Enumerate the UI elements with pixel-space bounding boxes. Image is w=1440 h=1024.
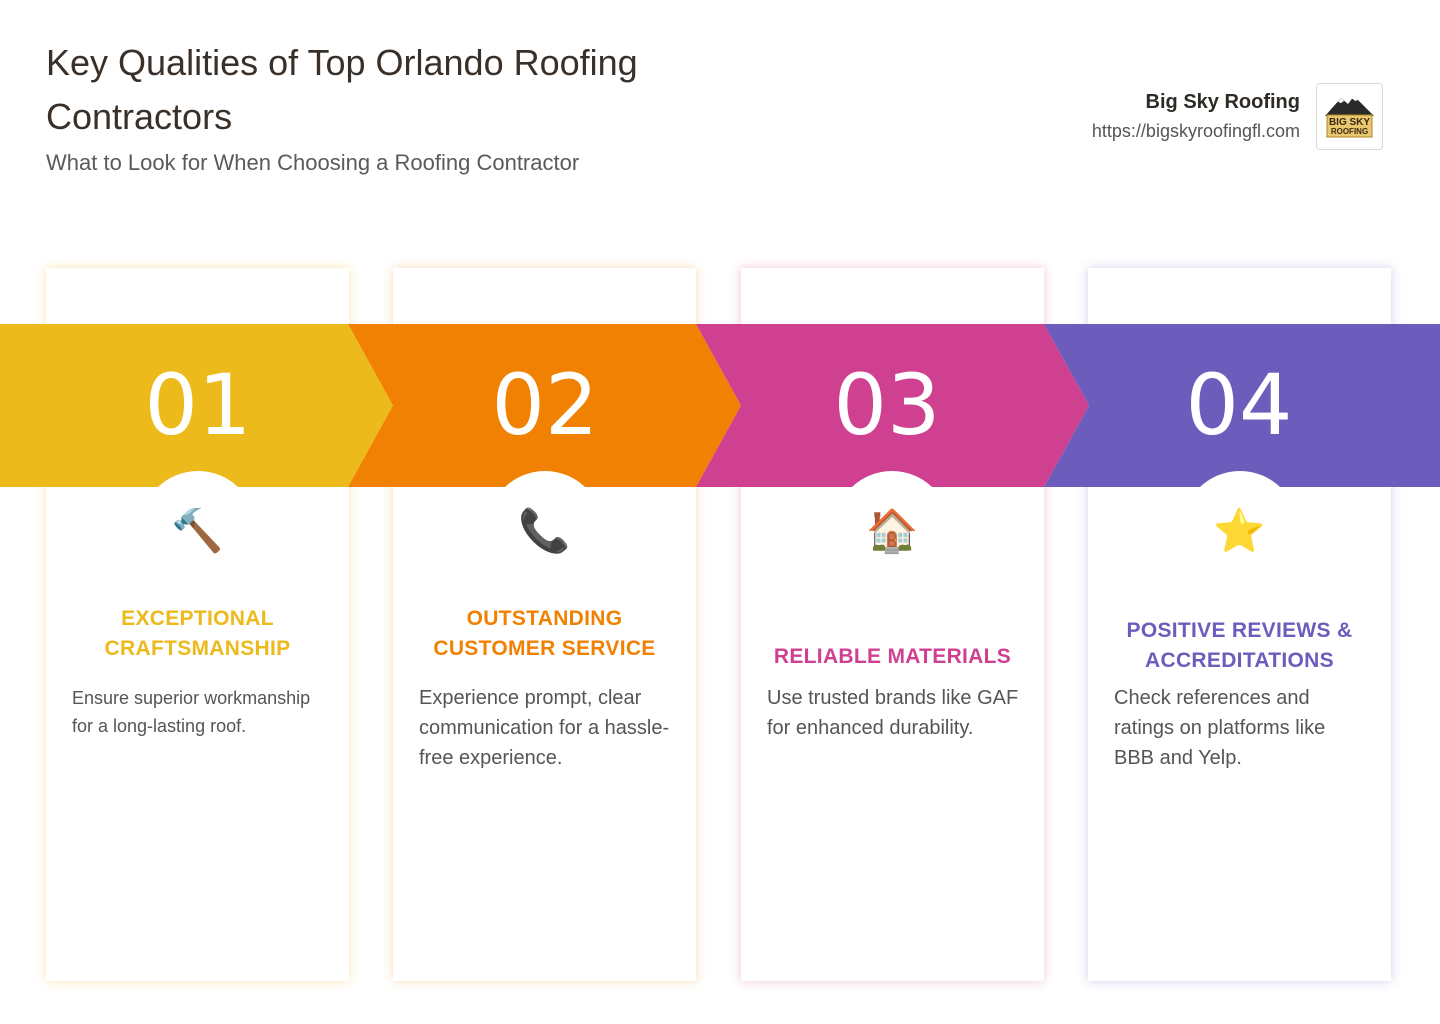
svg-text:ROOFING: ROOFING [1331,127,1368,136]
icon-circle [834,471,951,588]
page-title: Key Qualities of Top Orlando Roofing Con… [46,42,638,137]
arrow-segment-1 [0,324,393,487]
brand-block: Big Sky Roofing https://bigskyroofingfl.… [1092,88,1300,146]
step-description: Experience prompt, clear communication f… [419,687,670,769]
step-heading: RELIABLE MATERIALS [773,645,1012,668]
mountain-logo-icon: BIG SKY ROOFING [1325,96,1374,138]
step-heading: OUTSTANDING CUSTOMER SERVICE [433,607,656,660]
arrow-segment-2 [348,324,741,487]
step-number-2: 02 [491,356,599,454]
svg-text:BIG SKY: BIG SKY [1329,117,1370,128]
brand-logo: BIG SKY ROOFING [1316,83,1383,150]
icon-circle [139,471,256,588]
hammer-icon: 🔨 [171,506,224,555]
icon-circle [486,471,603,588]
star-icon: ⭐ [1213,506,1266,555]
brand-name: Big Sky Roofing [1145,91,1300,113]
icon-circle [1181,471,1298,588]
step-heading: EXCEPTIONAL CRAFTSMANSHIP [104,607,291,660]
arrow-segment-4 [1044,324,1440,487]
step-heading: POSITIVE REVIEWS & ACCREDITATIONS [1126,619,1353,672]
arrow-segment-3 [696,324,1089,487]
step-number-4: 04 [1185,356,1293,454]
step-description: Use trusted brands like GAF for enhanced… [767,687,1019,739]
house-icon: 🏠 [866,506,919,555]
step-description: Check references and ratings on platform… [1114,687,1326,769]
step-number-3: 03 [833,356,941,454]
brand-url[interactable]: https://bigskyroofingfl.com [1091,121,1300,141]
step-description: Ensure superior workmanship for a long-l… [72,688,311,736]
phone-icon: 📞 [518,506,571,555]
step-number-1: 01 [144,356,252,454]
step-arrow-band [0,324,1440,487]
page-subtitle: What to Look for When Choosing a Roofing… [46,150,580,175]
